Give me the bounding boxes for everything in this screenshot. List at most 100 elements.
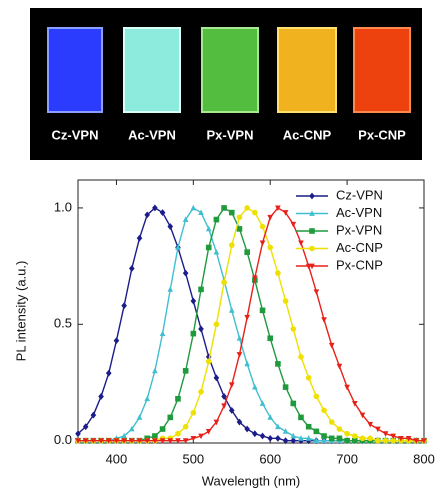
data-point — [305, 375, 312, 381]
data-point — [267, 414, 274, 420]
data-point — [282, 298, 289, 304]
plot-frame — [77, 179, 425, 444]
data-point — [152, 204, 158, 212]
data-point — [267, 434, 274, 442]
data-point — [236, 226, 243, 232]
legend-label: Ac-CNP — [336, 240, 383, 255]
data-point — [321, 407, 327, 414]
data-point — [236, 352, 243, 358]
data-point — [175, 395, 181, 402]
data-point — [82, 423, 89, 431]
data-point — [221, 393, 227, 400]
data-point — [167, 223, 174, 230]
data-point — [205, 358, 212, 365]
data-point — [82, 438, 89, 444]
data-point — [298, 240, 304, 247]
data-point — [121, 432, 127, 439]
data-point — [352, 437, 358, 444]
data-point — [159, 330, 166, 337]
data-point — [205, 244, 212, 251]
data-point — [182, 269, 189, 277]
data-point — [198, 388, 204, 395]
data-point — [90, 411, 97, 419]
data-point — [336, 363, 343, 370]
data-point — [136, 234, 143, 242]
photo-label: Px-VPN — [207, 127, 254, 142]
data-point — [198, 325, 204, 333]
data-point — [167, 414, 174, 421]
data-point — [298, 354, 304, 360]
data-point — [359, 412, 366, 419]
data-point — [290, 326, 297, 332]
data-point — [321, 317, 327, 323]
data-point — [344, 384, 350, 391]
photo-label: Cz-VPN — [52, 127, 99, 142]
data-point — [75, 430, 81, 438]
data-point — [375, 437, 381, 444]
data-point — [244, 314, 250, 321]
data-point — [321, 433, 327, 439]
data-point — [213, 374, 220, 382]
data-point — [236, 335, 243, 341]
data-point — [328, 419, 335, 425]
x-tick-label: 500 — [182, 451, 204, 466]
data-point — [244, 360, 250, 367]
data-point — [221, 403, 227, 409]
data-point — [205, 353, 212, 361]
data-point — [213, 216, 220, 223]
data-point — [244, 425, 250, 433]
data-point — [159, 438, 166, 444]
data-point — [259, 400, 266, 406]
y-tick-label: 1.0 — [54, 199, 72, 214]
data-point — [382, 431, 389, 437]
data-point — [213, 419, 220, 426]
data-point — [228, 407, 235, 414]
data-point — [282, 428, 289, 434]
legend-label: Ac-VPN — [336, 205, 382, 220]
data-point — [159, 209, 166, 216]
data-point — [198, 209, 204, 215]
data-point — [275, 423, 281, 430]
data-point — [190, 204, 197, 211]
data-point — [275, 270, 281, 276]
data-point — [129, 265, 135, 272]
data-point — [182, 368, 189, 374]
photo-label: Ac-VPN — [128, 127, 176, 142]
data-point — [175, 244, 181, 250]
data-point — [421, 438, 427, 444]
sample-film — [47, 27, 103, 113]
data-point — [213, 248, 220, 255]
data-point — [190, 297, 197, 305]
data-point — [305, 435, 312, 441]
data-point — [275, 434, 281, 442]
data-point — [352, 433, 358, 439]
data-point — [390, 437, 397, 444]
data-point — [259, 432, 266, 440]
data-point — [98, 438, 104, 444]
data-point — [344, 437, 350, 444]
data-point — [313, 393, 320, 400]
data-point — [336, 435, 343, 442]
data-point — [282, 210, 289, 216]
photo-label: Ac-CNP — [283, 127, 332, 142]
data-point — [129, 425, 135, 432]
legend-label: Px-VPN — [336, 222, 382, 237]
data-point — [152, 433, 158, 439]
data-point — [259, 307, 266, 314]
data-point — [136, 438, 143, 444]
data-point — [305, 423, 312, 430]
data-point — [313, 289, 320, 295]
data-point — [290, 432, 297, 439]
legend-marker — [309, 210, 315, 216]
data-point — [167, 438, 174, 444]
data-point — [213, 321, 220, 328]
data-point — [121, 302, 127, 310]
x-axis-label: Wavelength (nm) — [202, 473, 301, 488]
data-point — [313, 437, 320, 444]
data-point — [190, 409, 197, 416]
data-point — [282, 437, 289, 445]
data-point — [252, 383, 258, 390]
x-tick-label: 400 — [106, 451, 128, 466]
